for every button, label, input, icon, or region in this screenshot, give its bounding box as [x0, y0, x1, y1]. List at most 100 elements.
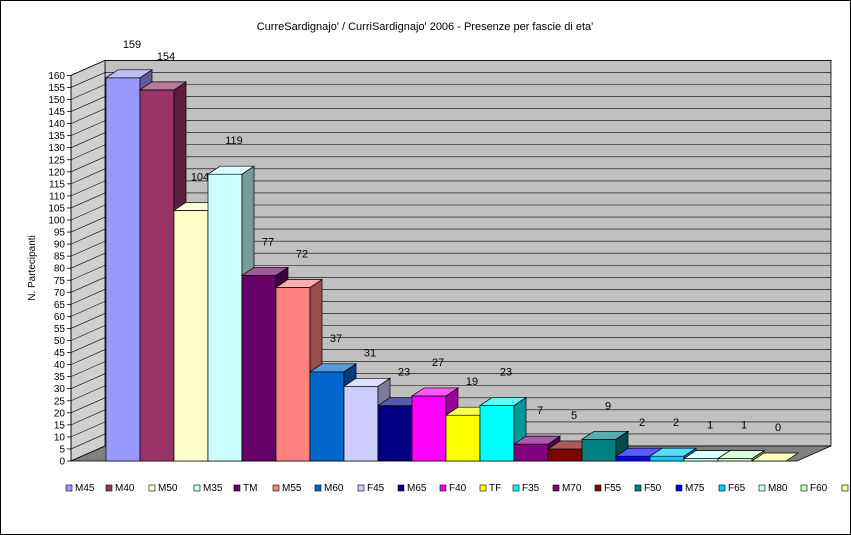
legend-item: M80 — [758, 483, 788, 494]
y-tick-label: 130 — [48, 143, 65, 154]
legend-item: F45 — [357, 483, 385, 494]
gridline — [70, 180, 831, 197]
legend-swatch — [105, 484, 113, 492]
gridline — [70, 373, 831, 389]
bar-front — [581, 438, 617, 462]
bar-front — [241, 275, 277, 462]
legend-swatch — [552, 484, 560, 492]
y-tick-label: 30 — [54, 384, 66, 395]
legend-label: M75 — [685, 483, 705, 494]
legend-swatch — [758, 484, 766, 492]
bar-F60: 1 — [716, 420, 766, 462]
gridline — [70, 361, 831, 377]
y-tick-label: 50 — [54, 336, 66, 347]
legend-label: TM — [243, 483, 257, 494]
data-label: 1 — [707, 420, 713, 432]
legend-label: M50 — [158, 483, 178, 494]
bar-front — [207, 173, 243, 462]
legend-item: M60 — [314, 483, 344, 494]
data-label: 37 — [330, 333, 342, 345]
y-tick-label: 120 — [48, 167, 65, 178]
y-tick-label: 15 — [54, 420, 66, 431]
gridline — [70, 168, 831, 185]
legend-label: M45 — [75, 483, 95, 494]
bar-front — [343, 385, 379, 462]
y-tick-label: 135 — [48, 131, 65, 142]
legend-item: F55 — [594, 483, 622, 494]
y-tick-label: 95 — [54, 228, 66, 239]
y-tick-label: 125 — [48, 155, 65, 166]
y-tick-label: 160 — [48, 71, 65, 82]
legend-label: M40 — [115, 483, 135, 494]
legend-item: F60 — [800, 483, 828, 494]
data-label: 23 — [500, 367, 512, 379]
legend-item: M55 — [272, 483, 302, 494]
data-label: 5 — [571, 410, 577, 422]
data-label: 0 — [775, 422, 781, 434]
bar-front — [173, 210, 209, 462]
bar-top — [512, 435, 562, 445]
y-tick-label: 155 — [48, 83, 65, 94]
bar-top — [104, 69, 154, 79]
gridline — [70, 264, 831, 281]
legend-swatch — [718, 484, 726, 492]
bar-top — [410, 387, 460, 397]
bar-front — [547, 448, 583, 462]
y-tick-label: 100 — [48, 216, 65, 227]
gridline — [70, 144, 831, 161]
y-tick-label: 70 — [54, 288, 66, 299]
data-label: 2 — [639, 417, 645, 429]
bar-F50: 9 — [580, 400, 630, 462]
data-label: 7 — [537, 405, 543, 417]
gridline — [70, 313, 831, 329]
legend-label: M65 — [407, 483, 427, 494]
bar-top — [648, 447, 698, 457]
legend-item: M35 — [193, 483, 223, 494]
legend-swatch — [148, 484, 156, 492]
legend-item: F40 — [439, 483, 467, 494]
legend-item: M70 — [552, 483, 582, 494]
gridline — [70, 156, 831, 173]
bar-top — [206, 165, 256, 175]
bar-top — [138, 81, 188, 91]
y-tick-label: 40 — [54, 360, 66, 371]
y-tick-label: 90 — [54, 240, 66, 251]
bar-top — [240, 267, 290, 276]
bar-top — [750, 452, 800, 462]
gridline — [70, 421, 831, 438]
gridline — [70, 349, 831, 365]
legend-item: F65 — [718, 483, 746, 494]
legend-item: TF — [479, 483, 501, 494]
legend-label: TF — [489, 483, 501, 494]
legend-label: F55 — [604, 483, 622, 494]
gridline — [70, 204, 831, 221]
legend-item: M65 — [397, 483, 427, 494]
y-tick-label: 145 — [48, 107, 65, 118]
gridline — [70, 301, 831, 317]
y-tick-label: 55 — [54, 324, 66, 335]
legend-label: F45 — [367, 483, 385, 494]
data-label: 2 — [673, 417, 679, 429]
y-tick-label: 60 — [54, 312, 66, 323]
y-tick-label: 0 — [59, 457, 65, 468]
bar-front — [649, 455, 685, 462]
gridline — [70, 325, 831, 341]
plot-area: 0510152025303540455055606570758085909510… — [48, 39, 832, 468]
legend-item: F35 — [512, 483, 540, 494]
chart-title: CurreSardignajo' / CurriSardignajo' 2006… — [257, 21, 593, 33]
gridline — [70, 289, 831, 305]
bar-front — [513, 443, 549, 462]
legend-label: M70 — [562, 483, 582, 494]
legend-swatch — [675, 484, 683, 492]
legend-item: F70 — [841, 484, 849, 492]
y-tick-label: 65 — [54, 300, 66, 311]
legend-label: M35 — [203, 483, 223, 494]
gridline — [70, 96, 831, 112]
y-axis-label: N. Partecipanti — [27, 235, 38, 301]
gridline — [70, 108, 831, 124]
legend-item: M75 — [675, 483, 705, 494]
y-tick-label: 85 — [54, 252, 66, 263]
legend: M45 M40 M50 M35 TM M55 M60 F45 M65 F40 TF F35 M70 F55… — [65, 483, 849, 494]
legend-swatch — [841, 484, 849, 492]
